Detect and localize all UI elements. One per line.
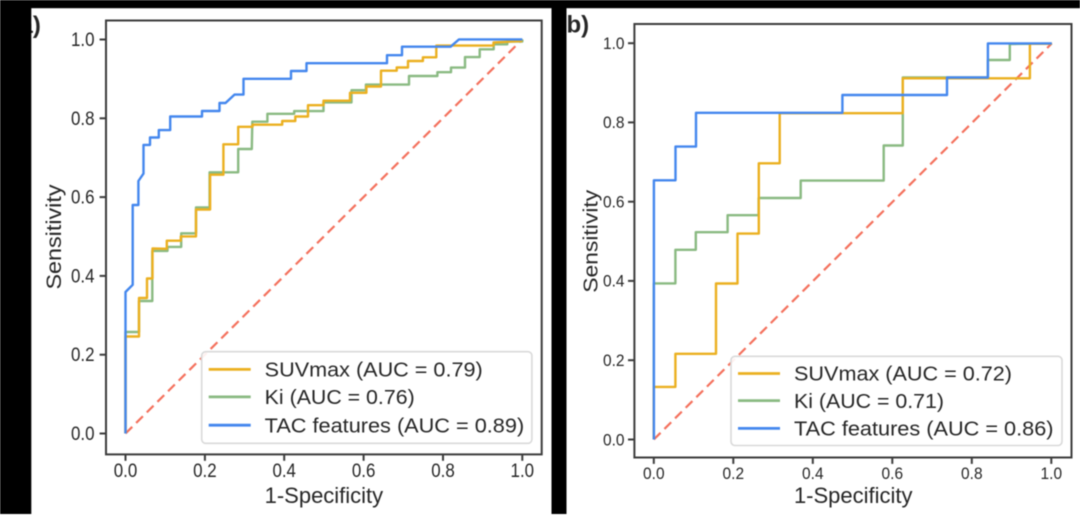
svg-text:0.4: 0.4: [603, 273, 625, 291]
svg-text:TAC features (AUC = 0.89): TAC features (AUC = 0.89): [265, 415, 525, 437]
svg-text:0.4: 0.4: [802, 465, 824, 483]
svg-text:1.0: 1.0: [511, 461, 535, 482]
svg-text:0.4: 0.4: [272, 461, 296, 482]
svg-text:Sensitivity: Sensitivity: [581, 190, 603, 293]
svg-text:0.0: 0.0: [71, 424, 95, 445]
svg-text:TAC features (AUC = 0.86): TAC features (AUC = 0.86): [794, 419, 1054, 441]
svg-text:0.8: 0.8: [603, 114, 625, 132]
svg-text:0.0: 0.0: [603, 431, 625, 449]
svg-text:0.2: 0.2: [193, 461, 217, 482]
svg-text:Sensitivity: Sensitivity: [43, 184, 66, 290]
svg-text:0.6: 0.6: [71, 188, 95, 209]
svg-text:0.6: 0.6: [603, 194, 625, 212]
svg-text:0.8: 0.8: [431, 461, 455, 482]
svg-text:0.2: 0.2: [723, 465, 745, 483]
svg-text:0.8: 0.8: [71, 109, 95, 130]
svg-text:0.4: 0.4: [71, 266, 95, 287]
svg-text:1.0: 1.0: [71, 30, 95, 51]
svg-text:0.6: 0.6: [352, 461, 376, 482]
svg-text:b): b): [567, 12, 590, 39]
svg-text:1.0: 1.0: [603, 35, 625, 53]
svg-text:Ki (AUC = 0.71): Ki (AUC = 0.71): [794, 391, 944, 413]
svg-text:SUVmax (AUC = 0.72): SUVmax (AUC = 0.72): [794, 364, 1012, 386]
svg-text:0.2: 0.2: [603, 352, 625, 370]
svg-text:0.2: 0.2: [71, 345, 95, 366]
svg-text:1-Specificity: 1-Specificity: [265, 483, 384, 508]
svg-text:0.8: 0.8: [961, 465, 983, 483]
svg-text:SUVmax (AUC = 0.79): SUVmax (AUC = 0.79): [265, 360, 483, 382]
svg-text:Ki (AUC = 0.76): Ki (AUC = 0.76): [265, 387, 415, 409]
svg-text:0.0: 0.0: [114, 461, 138, 482]
svg-text:1-Specificity: 1-Specificity: [794, 483, 913, 508]
svg-text:0.6: 0.6: [882, 465, 904, 483]
svg-text:1.0: 1.0: [1041, 465, 1063, 483]
svg-text:0.0: 0.0: [643, 465, 665, 483]
